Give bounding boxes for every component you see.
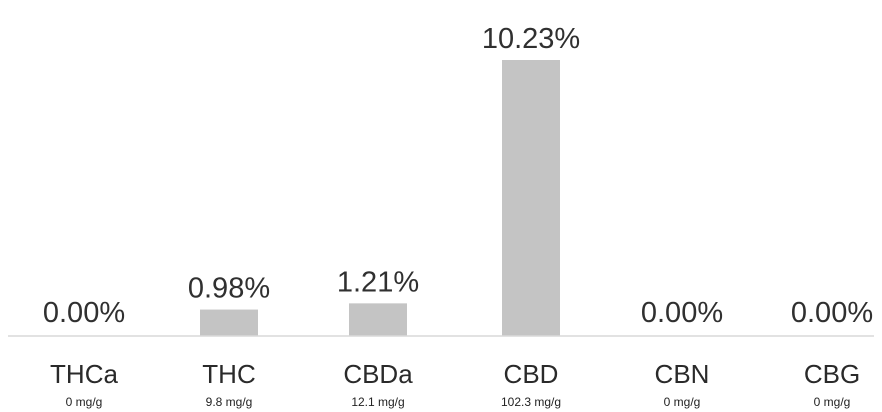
bars-group	[200, 60, 560, 336]
mg-per-g-label-cbn: 0 mg/g	[664, 395, 701, 409]
category-label-cbn: CBN	[655, 359, 710, 389]
mg-per-g-label-cbg: 0 mg/g	[814, 395, 851, 409]
mg-per-g-label-cbd: 102.3 mg/g	[501, 395, 561, 409]
category-label-cbda: CBDa	[343, 359, 413, 389]
mg-per-g-label-cbda: 12.1 mg/g	[351, 395, 404, 409]
value-label-cbda: 1.21%	[337, 266, 419, 298]
value-label-cbd: 10.23%	[482, 23, 580, 55]
mg-per-g-label-thca: 0 mg/g	[66, 395, 103, 409]
value-label-thc: 0.98%	[188, 273, 270, 305]
category-label-thc: THC	[202, 359, 255, 389]
category-label-thca: THCa	[50, 359, 118, 389]
category-label-cbd: CBD	[504, 359, 559, 389]
bar-thc	[200, 309, 258, 336]
mg-per-g-label-thc: 9.8 mg/g	[206, 395, 253, 409]
category-label-cbg: CBG	[804, 359, 860, 389]
value-label-cbn: 0.00%	[641, 297, 723, 329]
value-labels-group: 0.00% 0.98% 1.21% 10.23% 0.00% 0.00%	[43, 23, 873, 329]
value-label-thca: 0.00%	[43, 297, 125, 329]
bar-cbda	[349, 303, 407, 336]
sub-labels-group: 0 mg/g 9.8 mg/g 12.1 mg/g 102.3 mg/g 0 mg/g 0…	[66, 395, 851, 409]
category-labels-group: THCa THC CBDa CBD CBN CBG	[50, 359, 860, 389]
value-label-cbg: 0.00%	[791, 297, 873, 329]
bar-cbd	[502, 60, 560, 336]
